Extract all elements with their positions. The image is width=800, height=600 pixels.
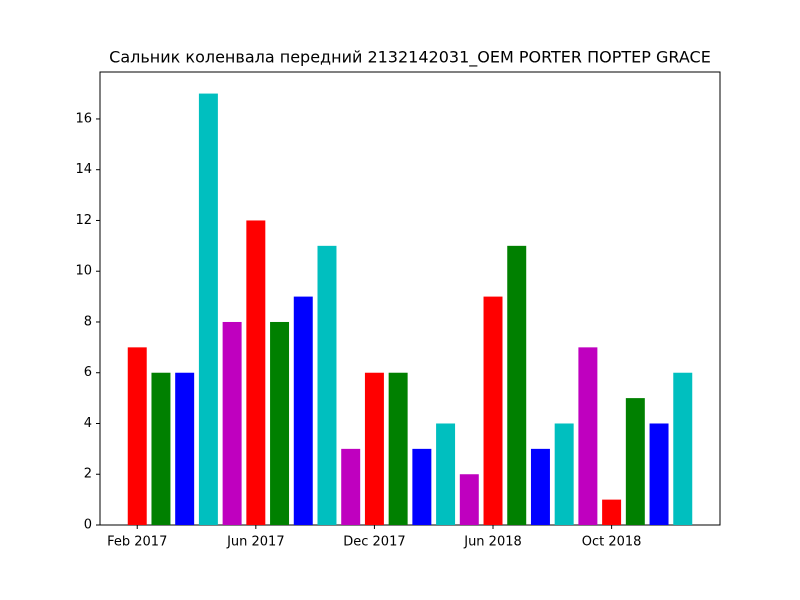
plot-frame [99, 71, 721, 526]
y-tick-label: 6 [84, 365, 92, 380]
bar [507, 245, 527, 525]
bar [341, 448, 361, 525]
y-tick-label: 12 [75, 213, 92, 228]
bar [222, 321, 242, 525]
bar [293, 296, 313, 525]
bar [625, 398, 645, 525]
y-tick-label: 8 [84, 314, 92, 329]
bar [673, 372, 693, 525]
bar [127, 347, 147, 525]
bar [151, 372, 171, 525]
x-tick-label: Feb 2017 [107, 535, 167, 550]
bar [270, 321, 290, 525]
bar [459, 474, 479, 525]
bar [412, 448, 432, 525]
bar [317, 245, 337, 525]
bar [530, 448, 550, 525]
chart-title: Сальник коленвала передний 2132142031_OE… [109, 48, 711, 68]
y-tick-label: 0 [84, 518, 92, 533]
x-tick-label: Jun 2017 [226, 535, 285, 550]
bar [483, 296, 503, 525]
bar [578, 347, 598, 525]
x-tick-label: Dec 2017 [343, 535, 405, 550]
bar [198, 93, 218, 526]
bar [388, 372, 408, 525]
x-tick-label: Oct 2018 [582, 535, 642, 550]
bar [364, 372, 384, 525]
bar [246, 220, 266, 525]
y-tick-label: 16 [75, 111, 92, 126]
bar [649, 423, 669, 525]
bar [554, 423, 574, 525]
y-tick-label: 14 [75, 162, 92, 177]
bar [436, 423, 456, 525]
y-tick-label: 10 [75, 264, 92, 279]
y-tick-label: 2 [84, 467, 92, 482]
bar [175, 372, 195, 525]
y-tick-label: 4 [84, 416, 92, 431]
x-tick-label: Jun 2018 [463, 535, 522, 550]
bar [602, 499, 622, 525]
